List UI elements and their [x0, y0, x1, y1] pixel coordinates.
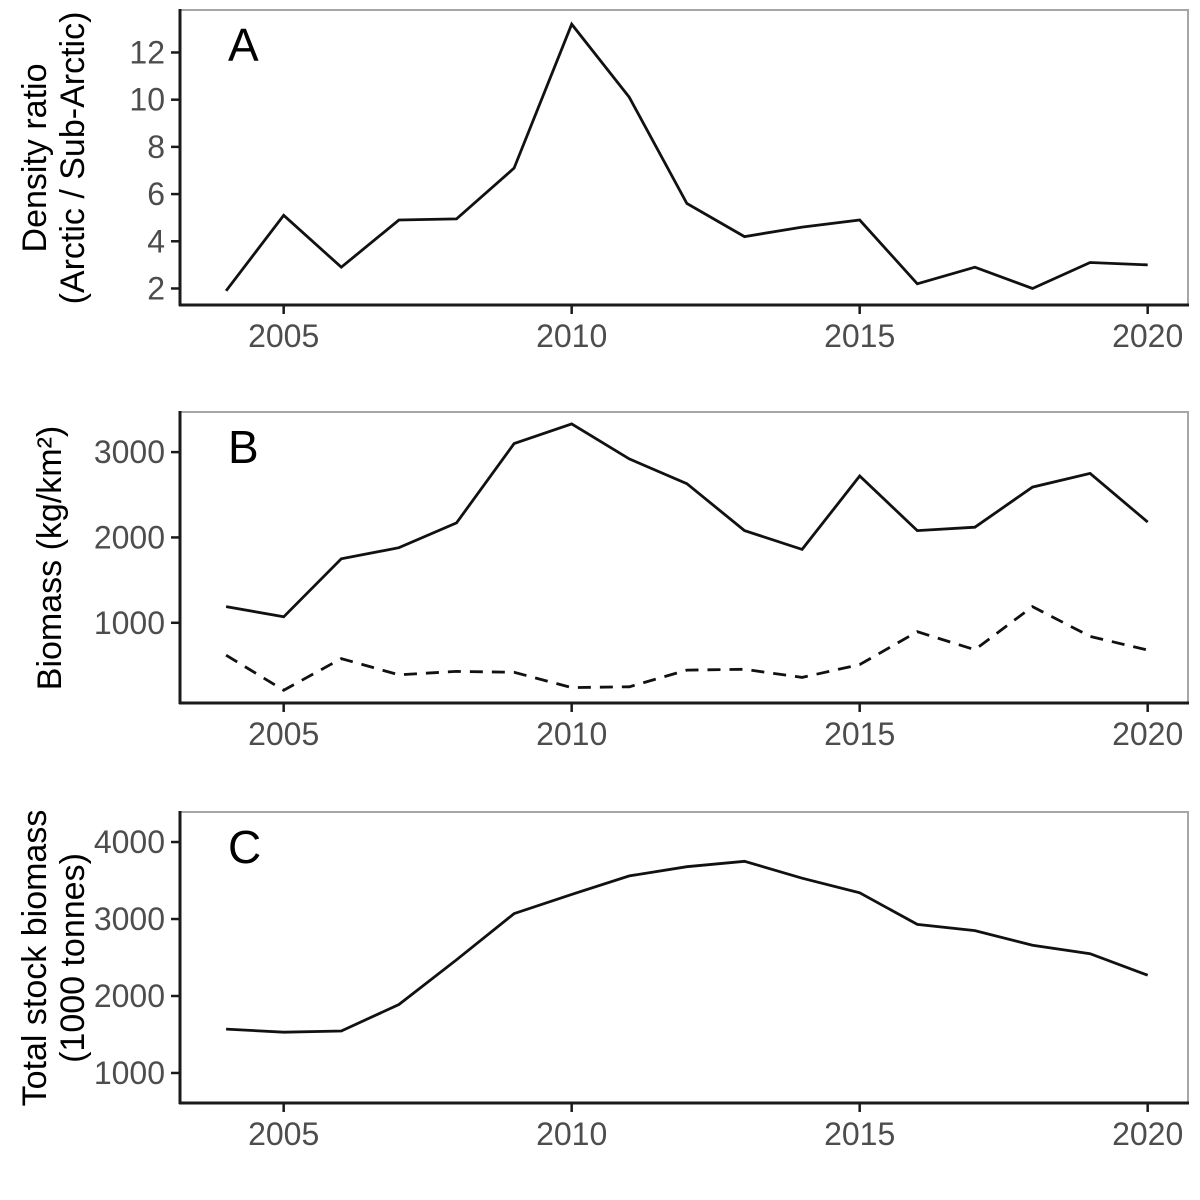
- y-tick-label: 1000: [94, 605, 165, 641]
- y-axis-title-line: Total stock biomass: [15, 809, 54, 1107]
- y-axis-title-line: Density ratio: [15, 63, 54, 253]
- panel-border: [179, 9, 1189, 306]
- y-tick-label: 4: [147, 223, 165, 259]
- panel-label-b: B: [228, 421, 259, 473]
- y-tick-label: 3000: [94, 434, 165, 470]
- y-axis-title-panel-a: Density ratio (Arctic / Sub-Arctic): [16, 12, 92, 305]
- y-tick-label: 4000: [94, 824, 165, 860]
- y-tick-label: 1000: [94, 1055, 165, 1091]
- x-tick-label: 2005: [248, 1116, 319, 1152]
- x-tick-label: 2015: [824, 1116, 895, 1152]
- panel-label-c: C: [228, 821, 262, 873]
- x-tick-label: 2020: [1112, 318, 1183, 354]
- x-tick-label: 2015: [824, 318, 895, 354]
- x-tick-label: 2015: [824, 716, 895, 752]
- series-line-biomass-solid: [225, 422, 1149, 619]
- x-tick-label: 2020: [1112, 716, 1183, 752]
- panel-b-plot: 1000 2000 3000 2005 2010 2015 2020: [94, 411, 1189, 752]
- panel-label-a: A: [228, 19, 259, 71]
- y-tick-label: 12: [129, 34, 165, 70]
- y-axis-title-line: Biomass (kg/km²): [30, 425, 69, 691]
- x-tick-label: 2010: [536, 1116, 607, 1152]
- y-axis-title-panel-c: Total stock biomass (1000 tonnes): [16, 810, 92, 1107]
- y-tick-label: 2000: [94, 978, 165, 1014]
- y-tick-label: 6: [147, 176, 165, 212]
- y-axis-title-panel-b: Biomass (kg/km²): [31, 426, 69, 690]
- x-tick-label: 2005: [248, 716, 319, 752]
- y-tick-label: 3000: [94, 901, 165, 937]
- panel-border: [179, 411, 1189, 704]
- y-tick-label: 8: [147, 129, 165, 165]
- series-line-biomass-dashed: [225, 604, 1149, 692]
- series-line-density-ratio: [224, 21, 1148, 292]
- series-line-total-stock-biomass: [226, 859, 1149, 1034]
- y-tick-label: 10: [129, 82, 165, 118]
- y-tick-label: 2000: [94, 519, 165, 555]
- y-tick-label: 2: [147, 270, 165, 306]
- panel-c-plot: 1000 2000 3000 4000 2005 2010 2015 2020: [94, 811, 1189, 1152]
- panel-a-plot: 2 4 6 8 10 12 2005 2010 2015 2020: [129, 9, 1189, 354]
- y-axis-title-line: (Arctic / Sub-Arctic): [54, 11, 92, 305]
- panel-border: [179, 811, 1189, 1104]
- x-tick-label: 2005: [248, 318, 319, 354]
- x-tick-label: 2010: [536, 716, 607, 752]
- y-axis-title-line: (1000 tonnes): [54, 853, 92, 1063]
- x-tick-label: 2020: [1112, 1116, 1183, 1152]
- x-tick-label: 2010: [536, 318, 607, 354]
